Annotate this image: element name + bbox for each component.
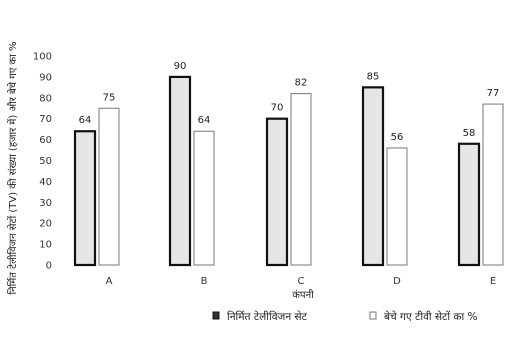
bar-value-label: 90 [174, 61, 187, 72]
bar-manufactured [73, 130, 97, 267]
bar-manufactured [457, 142, 481, 267]
y-axis-label: निर्मित टेलीविजन सेटों (TV) की संख्या (ह… [7, 41, 19, 294]
x-axis-ticks: A B C D E [106, 276, 497, 287]
y-tick-label: 80 [39, 93, 52, 104]
x-tick-label: C [298, 276, 305, 287]
x-tick-label: B [201, 276, 208, 287]
y-tick-label: 40 [39, 177, 52, 188]
legend-swatch-sold [369, 311, 377, 320]
x-tick-label: E [490, 276, 496, 287]
x-tick-label: D [393, 276, 401, 287]
legend-label-sold: बेचे गए टीवी सेटों का % [384, 310, 478, 323]
y-tick-label: 0 [46, 261, 52, 272]
bar-value-label: 70 [271, 103, 284, 114]
bars: 64 75 90 64 70 82 85 56 58 77 [73, 61, 504, 267]
x-tick-label: A [106, 276, 113, 287]
bar-sold [193, 130, 215, 266]
y-tick-label: 60 [39, 135, 52, 146]
bar-value-label: 64 [79, 115, 92, 126]
bar-sold [98, 107, 120, 266]
legend-label-manufactured: निर्मित टेलीविजन सेट [227, 310, 308, 323]
bar-value-label: 82 [295, 78, 308, 89]
legend: निर्मित टेलीविजन सेट बेचे गए टीवी सेटों … [212, 310, 478, 323]
x-axis-label: कंपनी [292, 289, 314, 301]
y-tick-label: 100 [33, 52, 52, 63]
bar-manufactured [168, 75, 192, 267]
bar-value-label: 58 [463, 128, 476, 139]
y-tick-label: 30 [39, 198, 52, 209]
bar-manufactured [265, 117, 289, 267]
bar-sold [386, 147, 408, 266]
bar-value-label: 75 [103, 92, 116, 103]
y-tick-label: 20 [39, 219, 52, 230]
bar-value-label: 64 [198, 115, 211, 126]
y-tick-label: 50 [39, 156, 52, 167]
bar-manufactured [361, 86, 385, 267]
legend-swatch-manufactured [212, 311, 220, 320]
bar-sold [290, 93, 312, 266]
y-tick-label: 70 [39, 114, 52, 125]
bar-value-label: 56 [391, 132, 404, 143]
bar-value-label: 77 [487, 88, 500, 99]
bar-sold [482, 103, 504, 266]
y-axis-ticks: 0 10 20 30 40 50 60 70 80 90 100 [33, 52, 52, 272]
bar-value-label: 85 [367, 71, 380, 82]
y-tick-label: 90 [39, 72, 52, 83]
y-tick-label: 10 [39, 240, 52, 251]
